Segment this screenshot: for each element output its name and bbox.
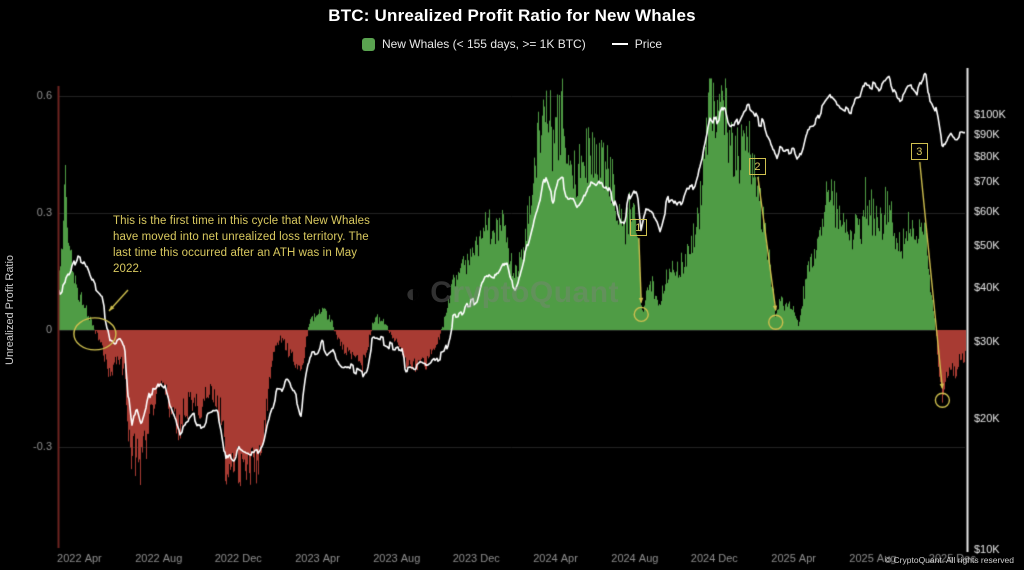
annotation-note-line: 2022. — [113, 263, 143, 275]
legend: New Whales (< 155 days, >= 1K BTC) Price — [0, 37, 1024, 51]
annotation-note-line: have moved into net unrealized loss terr… — [113, 231, 369, 243]
annotation-marker-3: 3 — [910, 143, 928, 160]
legend-item-price[interactable]: Price — [611, 37, 663, 51]
annotation-marker-2: 2 — [748, 158, 766, 175]
annotation-note-line: last time this occurred after an ATH was… — [113, 247, 358, 259]
new-whales-swatch-icon — [361, 37, 375, 51]
legend-item-new-whales[interactable]: New Whales (< 155 days, >= 1K BTC) — [361, 37, 586, 51]
price-line-icon — [611, 43, 628, 45]
legend-label-price: Price — [634, 37, 663, 51]
annotation-note-line: This is the first time in this cycle tha… — [113, 215, 370, 227]
annotation-note: This is the first time in this cycle tha… — [113, 213, 370, 277]
chart-title: BTC: Unrealized Profit Ratio for New Wha… — [328, 6, 696, 25]
annotation-marker-1: 1 — [629, 219, 647, 236]
left-axis-title: Unrealized Profit Ratio — [4, 254, 16, 366]
legend-label-new-whales: New Whales (< 155 days, >= 1K BTC) — [381, 37, 586, 51]
copyright-notice: © CryptoQuant. All rights reserved — [884, 555, 1014, 565]
